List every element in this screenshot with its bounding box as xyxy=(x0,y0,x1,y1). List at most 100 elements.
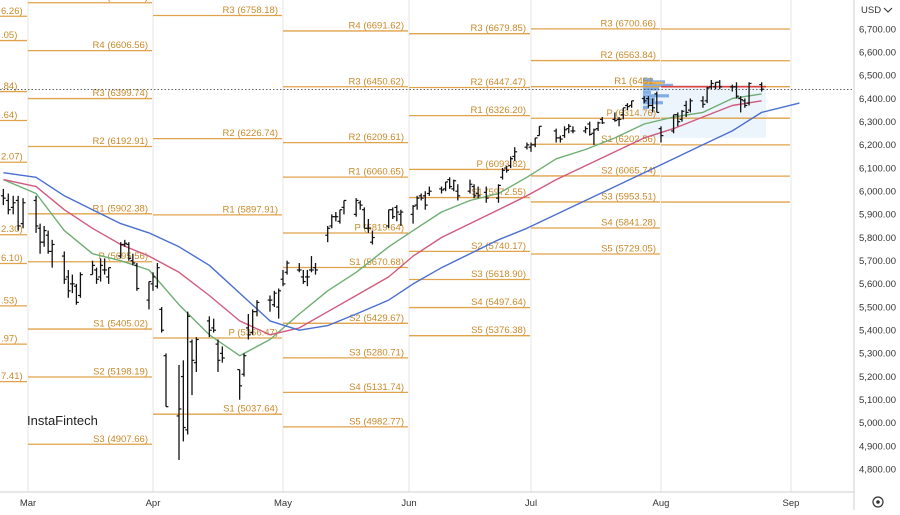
profile-bar xyxy=(643,77,653,82)
highlight-zone xyxy=(640,84,766,138)
x-tick-label: Sep xyxy=(783,498,800,509)
pivot-label: S3 (5280.71) xyxy=(349,347,404,358)
pivot-label: R2 (6192.91) xyxy=(93,136,148,147)
y-tick-label: 6,600.00 xyxy=(859,47,896,58)
currency-selector-bg[interactable] xyxy=(855,0,900,20)
pivot-label: R2 (6563.84) xyxy=(601,50,656,61)
profile-bar-highlight xyxy=(643,81,663,85)
pivot-label: .53) xyxy=(1,295,17,306)
pivot-label: R3 (6399.74) xyxy=(93,88,148,99)
pivot-label: R3 (6700.66) xyxy=(601,18,656,29)
pivot-label: P (5695.56) xyxy=(99,251,148,262)
pivot-label: 7.41) xyxy=(1,371,23,382)
pivot-label: .84) xyxy=(1,81,17,92)
pivot-label: R3 (6450.62) xyxy=(349,76,404,87)
y-tick-label: 6,700.00 xyxy=(859,24,896,35)
y-tick-label: 6,100.00 xyxy=(859,163,896,174)
pivot-label: S2 (5429.67) xyxy=(349,313,404,324)
y-tick-label: 5,700.00 xyxy=(859,256,896,267)
pivot-label: 2.30) xyxy=(1,224,23,235)
pivot-label: S1 (5670.68) xyxy=(349,257,404,268)
price-bars-layer xyxy=(0,79,765,460)
y-tick-label: 5,300.00 xyxy=(859,349,896,360)
pivot-label: R2 (6447.47) xyxy=(471,77,526,88)
y-tick-label: 4,900.00 xyxy=(859,441,896,452)
pivot-label: S5 (4982.77) xyxy=(349,416,404,427)
pivot-label: S2 (5740.17) xyxy=(471,241,526,252)
pivot-label: S1 (5037.64) xyxy=(223,404,278,415)
pivot-label: S3 (5953.51) xyxy=(601,191,656,202)
y-tick-label: 4,800.00 xyxy=(859,465,896,476)
pivot-label: S3 (5618.90) xyxy=(471,269,526,280)
moving-average-line xyxy=(3,102,800,331)
pivot-label: S3 (4907.66) xyxy=(93,434,148,445)
moving-averages-layer xyxy=(3,93,800,357)
pivot-label: R2 (6226.74) xyxy=(223,128,278,139)
x-tick-label: Mar xyxy=(20,498,36,509)
volume-profile xyxy=(640,77,766,138)
moving-average-line xyxy=(3,93,762,357)
pivot-label: R1 (5897.91) xyxy=(223,204,278,215)
x-tick-label: Aug xyxy=(653,498,670,509)
pivot-label: S4 (5131.74) xyxy=(349,382,404,393)
pivot-label: S1 (5405.02) xyxy=(93,319,148,330)
x-tick-label: Apr xyxy=(146,498,161,509)
currency-label[interactable]: USD xyxy=(861,5,881,16)
x-tick-label: May xyxy=(274,498,292,509)
y-tick-label: 6,300.00 xyxy=(859,117,896,128)
pivot-label: S2 (5198.19) xyxy=(93,366,148,377)
profile-bar xyxy=(643,105,649,109)
pivot-label: P (6314.76) xyxy=(607,108,656,119)
y-tick-label: 5,400.00 xyxy=(859,326,896,337)
grid-layer xyxy=(27,0,792,492)
y-tick-label: 5,600.00 xyxy=(859,279,896,290)
pivot-label: S5 (5729.05) xyxy=(601,243,656,254)
y-tick-label: 6,400.00 xyxy=(859,94,896,105)
y-tick-label: 5,900.00 xyxy=(859,210,896,221)
gear-icon-outer[interactable] xyxy=(872,496,884,508)
pivot-label: S4 (5841.28) xyxy=(601,217,656,228)
y-tick-label: 6,000.00 xyxy=(859,186,896,197)
y-tick-label: 5,200.00 xyxy=(859,372,896,383)
gear-icon-center[interactable] xyxy=(876,500,880,504)
pivot-label: R1 (6451. xyxy=(614,76,656,87)
x-tick-label: Jun xyxy=(401,498,416,509)
pivot-label: R1 (5902.38) xyxy=(93,203,148,214)
y-tick-label: 5,500.00 xyxy=(859,302,896,313)
pivot-label: R5 (6813.38) xyxy=(93,0,148,3)
pivot-label: 6.26) xyxy=(1,6,23,17)
pivot-label: P (6093.82) xyxy=(477,159,526,170)
profile-bar xyxy=(643,83,673,87)
y-tick-label: 5,100.00 xyxy=(859,395,896,406)
pivot-label: 6.10) xyxy=(1,253,23,264)
currency-selector[interactable]: USD xyxy=(855,0,900,20)
pivot-label: S5 (5376.38) xyxy=(471,325,526,336)
pivot-label: R1 (6326.20) xyxy=(471,105,526,116)
price-axis-panel xyxy=(854,0,900,510)
y-tick-label: 5,800.00 xyxy=(859,233,896,244)
pivot-label: .64) xyxy=(1,110,17,121)
y-tick-label: 6,200.00 xyxy=(859,140,896,151)
pivot-label: R2 (6209.61) xyxy=(349,132,404,143)
watermark-label: InstaFintech xyxy=(27,413,98,428)
y-tick-label: 6,500.00 xyxy=(859,71,896,82)
profile-bar xyxy=(643,87,659,91)
pivot-label: R1 (6060.65) xyxy=(349,167,404,178)
settings-gear-icon[interactable] xyxy=(872,496,884,508)
pivot-label: 2.07) xyxy=(1,152,23,163)
chevron-down-icon[interactable] xyxy=(883,7,893,13)
profile-bar xyxy=(643,94,669,98)
y-tick-label: 5,000.00 xyxy=(859,418,896,429)
profile-bar xyxy=(643,90,651,94)
pivot-label: R4 (6606.56) xyxy=(93,40,148,51)
pivot-label: S1 (6202.56) xyxy=(601,134,656,145)
pivot-label: R3 (6679.85) xyxy=(471,23,526,34)
x-tick-label: Jul xyxy=(525,498,537,509)
moving-average-line xyxy=(3,100,762,336)
pivot-label: R4 (6691.62) xyxy=(349,20,404,31)
pivot-label: S4 (5497.64) xyxy=(471,297,526,308)
pivot-label: .97) xyxy=(1,334,17,345)
